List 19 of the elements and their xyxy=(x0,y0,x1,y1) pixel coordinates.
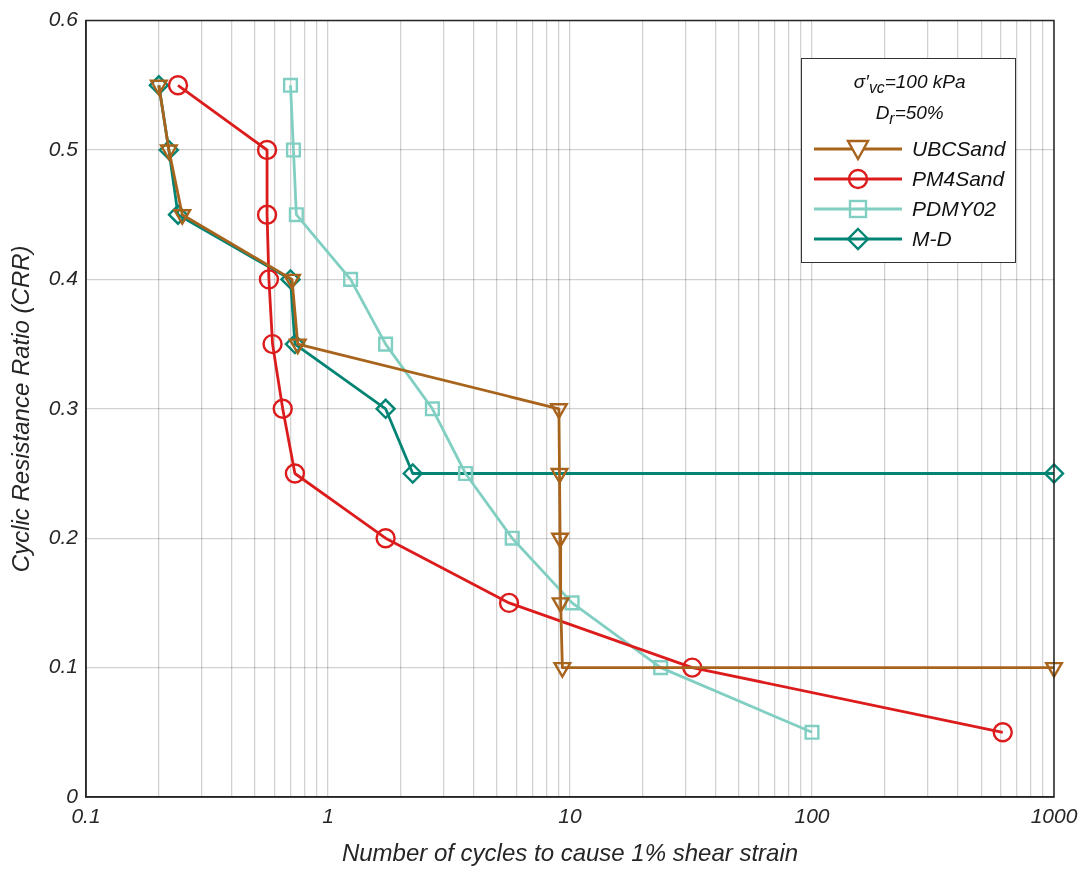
y-tick-label: 0.5 xyxy=(48,136,79,160)
x-tick-label: 10 xyxy=(558,804,582,828)
y-tick-label: 0.2 xyxy=(48,525,79,549)
y-axis-title: Cyclic Resistance Ratio (CRR) xyxy=(7,245,35,573)
x-axis-title: Number of cycles to cause 1% shear strain xyxy=(341,839,799,867)
legend-title: σ′$_{vc}$=100 kPa D$_{r}$=50% xyxy=(852,70,967,129)
x-tick-label: 100 xyxy=(794,804,830,828)
x-tick-label: 1 xyxy=(322,804,334,828)
x-tick-label: 1000 xyxy=(1030,804,1078,828)
y-tick-label: 0.6 xyxy=(48,7,79,31)
x-tick-label: 0.1 xyxy=(71,804,101,828)
y-tick-label: 0.3 xyxy=(48,395,79,419)
y-tick-label: 0.1 xyxy=(48,654,78,678)
legend-label: UBCSand xyxy=(912,137,1006,162)
y-tick-label: 0.4 xyxy=(48,266,78,290)
y-tick-label: 0 xyxy=(66,783,79,807)
legend-label: M-D xyxy=(912,227,952,252)
legend-label: PM4Sand xyxy=(912,167,1005,192)
legend-label: PDMY02 xyxy=(912,197,997,222)
